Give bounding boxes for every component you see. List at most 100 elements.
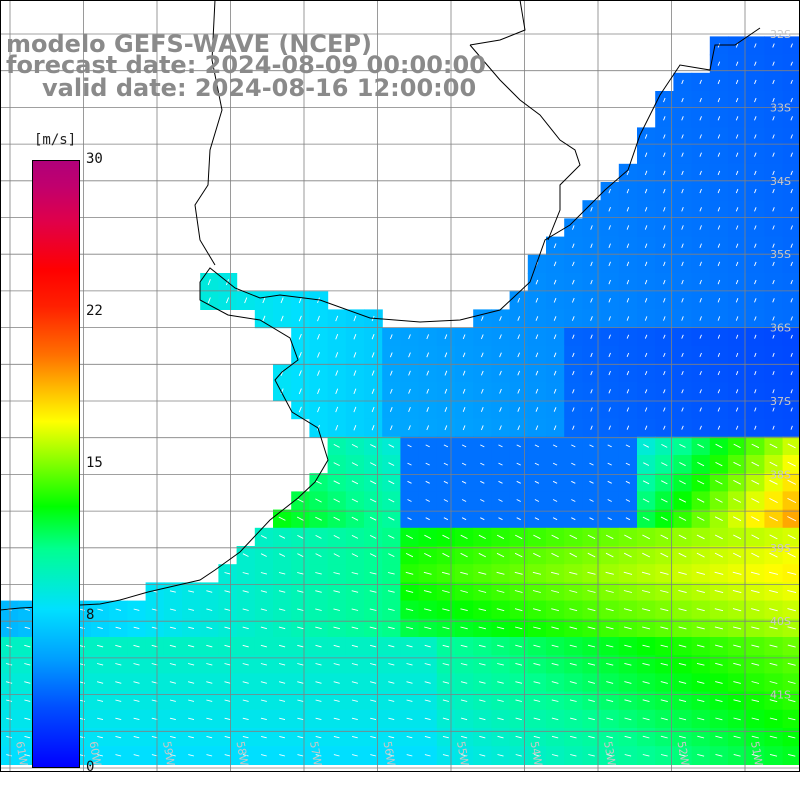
wind-arrow [572,225,575,230]
wind-arrow [315,626,322,630]
wind-arrow [443,462,449,466]
wind-arrow [571,499,576,502]
wind-arrow [460,735,468,739]
wind-arrow [6,735,13,739]
wind-arrow [772,316,775,321]
wind-arrow [298,352,302,358]
wind-arrow [242,608,249,611]
wind-arrow [353,333,357,340]
wind-arrow [553,388,557,394]
wind-arrow [260,699,267,702]
wind-arrow [606,717,614,721]
wind-arrow [499,370,502,376]
wind-arrow [735,134,739,139]
wind-arrow [169,663,177,666]
wind-arrow [571,279,575,285]
wind-arrow [663,225,666,230]
wind-arrow [790,316,793,321]
wind-arrow [553,279,557,285]
wind-arrow [678,552,687,558]
wind-arrow [371,425,375,431]
wind-arrow [532,590,541,593]
wind-arrow [696,534,705,540]
wind-arrow [715,443,723,449]
wind-arrow [406,717,413,721]
wind-arrow [660,480,668,485]
wind-arrow [772,334,775,339]
wind-arrow [717,371,721,376]
wind-arrow [442,735,449,739]
wind-arrow [169,699,176,702]
wind-arrow [660,699,668,703]
lon-label: 52W [675,740,692,767]
wind-arrow [641,608,651,612]
wind-arrow [696,552,705,558]
wind-arrow [751,534,760,540]
wind-arrow [533,735,541,739]
wind-arrow [496,590,505,593]
wind-arrow [444,334,448,340]
wind-arrow [333,553,340,557]
wind-arrow [642,699,650,703]
wind-arrow [389,407,393,412]
wind-arrow [642,754,650,757]
wind-arrow [535,279,539,285]
wind-arrow [297,699,304,702]
wind-arrow [169,626,176,630]
wind-arrow [279,553,286,557]
wind-arrow [443,480,449,484]
wind-arrow [696,681,705,684]
wind-arrow [516,462,521,466]
wind-arrow [552,462,558,466]
wind-arrow [551,735,559,739]
wind-arrow [478,590,487,593]
wind-arrow [242,590,249,593]
wind-arrow [444,407,448,412]
wind-arrow [333,535,340,539]
wind-arrow [460,717,468,721]
wind-arrow [242,681,249,684]
wind-arrow [699,243,702,248]
wind-arrow [279,735,286,739]
wind-arrow [699,116,702,121]
wind-arrow [644,352,648,357]
wind-arrow [787,608,797,612]
wind-arrow [754,389,757,394]
wind-arrow [388,444,395,448]
country-border [469,44,581,241]
wind-arrow [790,334,793,339]
wind-arrow [187,681,195,684]
wind-arrow [644,170,648,176]
wind-arrow [626,243,630,248]
wind-arrow [790,61,793,66]
wind-arrows [5,43,797,757]
wind-arrow [587,662,596,666]
wind-arrow [735,43,739,48]
wind-arrow [587,552,596,558]
wind-arrow [607,517,612,521]
wind-arrow [298,370,302,376]
wind-arrow [754,371,757,376]
wind-arrow [478,644,486,648]
wind-arrow [696,662,705,666]
wind-arrow [551,552,559,558]
wind-arrow [663,170,666,176]
wind-arrow [317,333,320,340]
wind-arrow [663,279,666,285]
wind-arrow [608,316,611,321]
wind-arrow [480,352,484,358]
wind-arrow [569,590,578,593]
lon-label: 56W [381,740,398,767]
wind-arrow [681,371,684,376]
wind-arrow [514,626,523,630]
wind-arrow [317,352,320,358]
wind-arrow [769,644,778,648]
wind-arrow [754,207,757,212]
wind-arrow [571,297,575,303]
wind-arrow [787,644,796,648]
wind-arrow [351,553,359,558]
wind-arrow [353,406,357,413]
wind-arrow [588,699,595,703]
wind-arrow [681,207,684,212]
wind-arrow [696,608,705,612]
